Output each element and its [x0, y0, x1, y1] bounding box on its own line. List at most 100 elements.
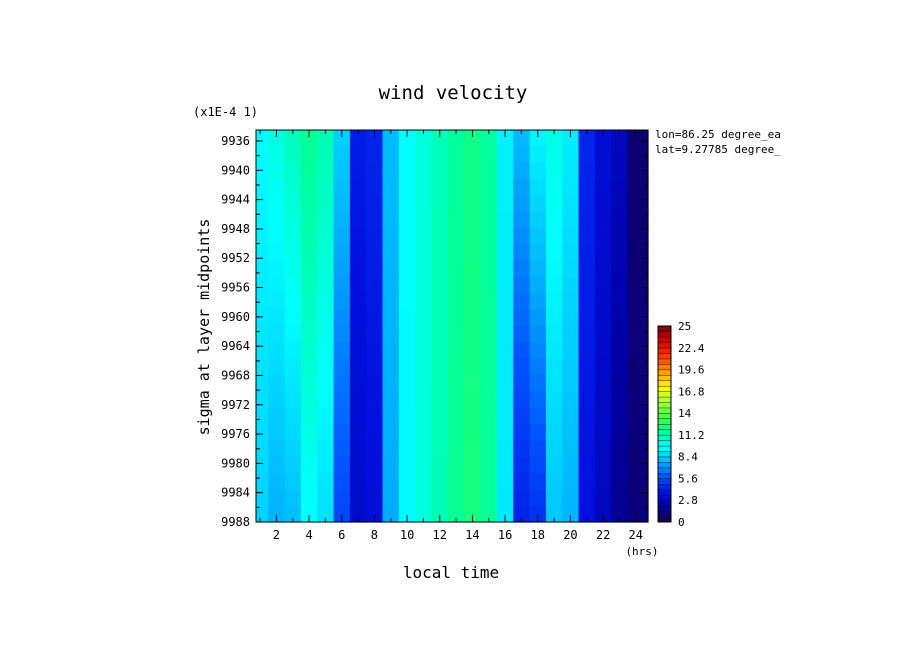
heatmap-cell: [398, 309, 416, 327]
heatmap-cell: [366, 440, 384, 458]
heatmap-cell: [611, 473, 629, 490]
heatmap-cell: [268, 179, 286, 196]
heatmap-cell: [513, 342, 531, 360]
heatmap-cell: [382, 211, 400, 229]
heatmap-cell: [333, 162, 351, 180]
heatmap-cell: [529, 407, 547, 425]
heatmap-cell: [545, 456, 563, 474]
heatmap-cell: [513, 162, 531, 180]
heatmap-cell: [431, 407, 449, 425]
heatmap-cell: [300, 244, 318, 262]
heatmap-cell: [366, 473, 384, 490]
heatmap-cell: [300, 228, 318, 245]
colorbar-swatch: [657, 494, 672, 501]
heatmap-cell: [333, 309, 351, 327]
heatmap-cell: [256, 424, 269, 441]
heatmap-cell: [496, 277, 514, 294]
x-tick-label: 10: [400, 528, 414, 542]
heatmap-cell: [464, 440, 482, 458]
heatmap-cell: [382, 358, 400, 376]
heatmap-cell: [284, 489, 302, 507]
heatmap-cell: [529, 424, 547, 441]
heatmap-cell: [349, 440, 367, 458]
heatmap-cell: [562, 407, 580, 425]
heatmap-cell: [627, 277, 649, 294]
colorbar-tick-label: 0: [678, 516, 685, 529]
heatmap-cell: [268, 456, 286, 474]
heatmap-cell: [382, 473, 400, 490]
heatmap-cell: [578, 309, 596, 327]
heatmap-cell: [300, 146, 318, 164]
heatmap-cell: [447, 456, 465, 474]
heatmap-cell: [415, 179, 433, 196]
heatmap-cell: [480, 293, 498, 311]
heatmap-cell: [480, 195, 498, 213]
heatmap-cell: [317, 293, 335, 311]
heatmap-cell: [513, 440, 531, 458]
heatmap-cell: [256, 440, 269, 458]
heatmap-cell: [349, 489, 367, 507]
heatmap-cell: [611, 293, 629, 311]
heatmap-cell: [317, 424, 335, 441]
colorbar-swatch: [657, 331, 672, 338]
heatmap-cell: [268, 162, 286, 180]
heatmap-cell: [627, 358, 649, 376]
heatmap-cell: [382, 326, 400, 343]
heatmap-cell: [268, 244, 286, 262]
heatmap-cell: [578, 195, 596, 213]
heatmap-cell: [256, 407, 269, 425]
heatmap-cell: [447, 505, 465, 523]
heatmap-cell: [447, 244, 465, 262]
heatmap-cell: [398, 391, 416, 409]
heatmap-cell: [268, 505, 286, 523]
heatmap-cell: [611, 375, 629, 392]
colorbar-swatch: [657, 472, 672, 479]
colorbar-swatch: [657, 461, 672, 469]
heatmap-cell: [333, 456, 351, 474]
colorbar-swatch: [657, 402, 672, 409]
heatmap-cell: [447, 277, 465, 294]
heatmap-cell: [480, 391, 498, 409]
heatmap-cell: [431, 244, 449, 262]
heatmap-cell: [300, 260, 318, 278]
heatmap-cell: [464, 391, 482, 409]
heatmap-cell: [480, 456, 498, 474]
x-tick-label: 12: [433, 528, 447, 542]
heatmap-cell: [578, 440, 596, 458]
heatmap-cell: [529, 391, 547, 409]
heatmap-cell: [464, 505, 482, 523]
heatmap-cell: [562, 309, 580, 327]
heatmap-cell: [513, 505, 531, 523]
heatmap-cell: [317, 505, 335, 523]
heatmap-cell: [611, 228, 629, 245]
heatmap-cell: [415, 358, 433, 376]
heatmap-cell: [513, 179, 531, 196]
heatmap-cell: [496, 195, 514, 213]
heatmap-cell: [627, 195, 649, 213]
heatmap-cell: [545, 326, 563, 343]
heatmap-cell: [545, 130, 563, 147]
heatmap-cell: [529, 162, 547, 180]
x-tick-label: 22: [596, 528, 610, 542]
heatmap-cell: [382, 456, 400, 474]
heatmap-cell: [415, 375, 433, 392]
plot-frame: [255, 129, 649, 523]
heatmap-cell: [627, 130, 649, 147]
heatmap-cell: [333, 277, 351, 294]
heatmap-cell: [415, 505, 433, 523]
heatmap-cell: [594, 489, 612, 507]
colorbar-swatch: [657, 440, 672, 447]
heatmap-cell: [300, 407, 318, 425]
heatmap-cell: [300, 440, 318, 458]
colorbar-swatch: [657, 489, 672, 496]
heatmap-cell: [627, 260, 649, 278]
heatmap-cell: [447, 146, 465, 164]
heatmap-cell: [594, 391, 612, 409]
heatmap-cell: [382, 195, 400, 213]
heatmap-cell: [349, 391, 367, 409]
heatmap-cell: [447, 228, 465, 245]
heatmap-cell: [496, 211, 514, 229]
heatmap-cell: [529, 228, 547, 245]
heatmap-cell: [256, 456, 269, 474]
heatmap-cell: [562, 260, 580, 278]
